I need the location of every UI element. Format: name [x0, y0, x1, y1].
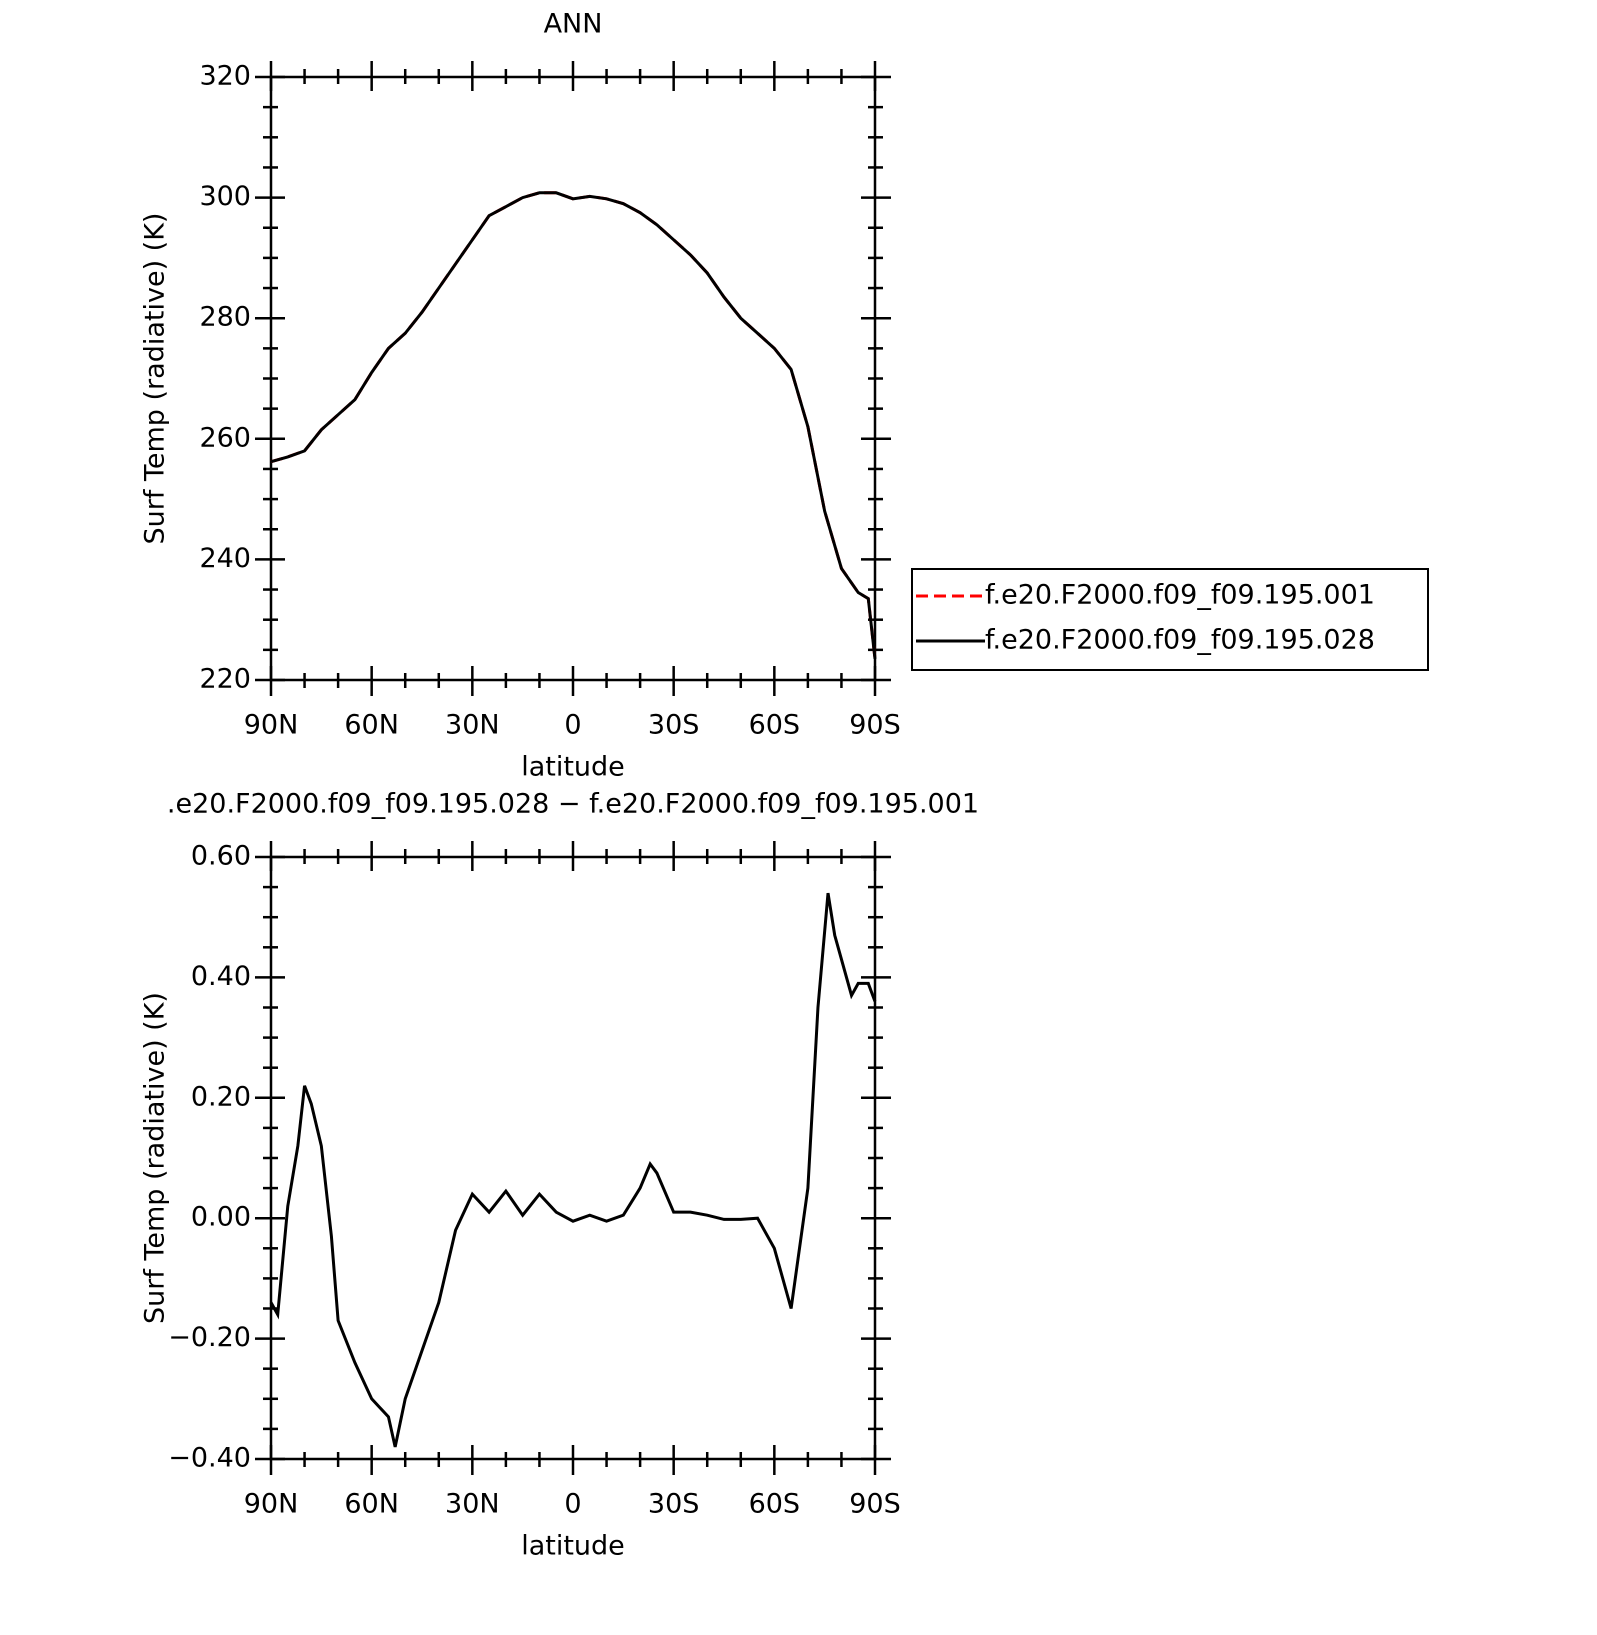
plot-frame [269, 75, 877, 682]
y-tick-label: 0.20 [191, 1081, 251, 1112]
data-line [270, 191, 877, 660]
y-tick-label: 300 [199, 181, 251, 212]
chart-title: ANN [544, 9, 603, 40]
y-tick-label: 260 [199, 422, 251, 453]
legend-box [911, 568, 1429, 671]
y-tick-label: 320 [199, 61, 251, 92]
y-tick-label: 0.00 [191, 1202, 251, 1233]
plot-frame [269, 855, 877, 1461]
legend-label: f.e20.F2000.f09_f09.195.028 [985, 625, 1375, 656]
data-line [270, 191, 877, 660]
y-tick-label: −0.40 [168, 1443, 251, 1474]
x-tick-label: 0 [564, 710, 581, 741]
y-axis-label: Surf Temp (radiative) (K) [140, 213, 171, 545]
y-tick-label: 240 [199, 543, 251, 574]
x-tick-label: 60N [344, 1489, 399, 1520]
x-tick-label: 90S [849, 710, 901, 741]
x-tick-label: 90N [244, 1489, 299, 1520]
data-line [269, 892, 877, 1448]
x-tick-label: 30S [648, 710, 700, 741]
x-tick-label: 90S [849, 1489, 901, 1520]
x-tick-label: 60S [749, 1489, 801, 1520]
y-tick-label: 0.40 [191, 961, 251, 992]
x-axis-label: latitude [521, 752, 625, 783]
x-tick-label: 0 [564, 1489, 581, 1520]
x-tick-label: 60N [344, 710, 399, 741]
legend-label: f.e20.F2000.f09_f09.195.001 [985, 580, 1375, 611]
x-tick-label: 30N [445, 1489, 500, 1520]
x-axis-label: latitude [521, 1531, 625, 1562]
x-tick-label: 30S [648, 1489, 700, 1520]
x-tick-label: 30N [445, 710, 500, 741]
y-tick-label: 220 [199, 664, 251, 695]
x-tick-label: 60S [749, 710, 801, 741]
x-tick-label: 90N [244, 710, 299, 741]
y-tick-label: 280 [199, 302, 251, 333]
y-tick-label: −0.20 [168, 1322, 251, 1353]
chart-title: .e20.F2000.f09_f09.195.028 − f.e20.F2000… [167, 789, 979, 820]
y-tick-label: 0.60 [191, 841, 251, 872]
y-axis-label: Surf Temp (radiative) (K) [140, 992, 171, 1324]
